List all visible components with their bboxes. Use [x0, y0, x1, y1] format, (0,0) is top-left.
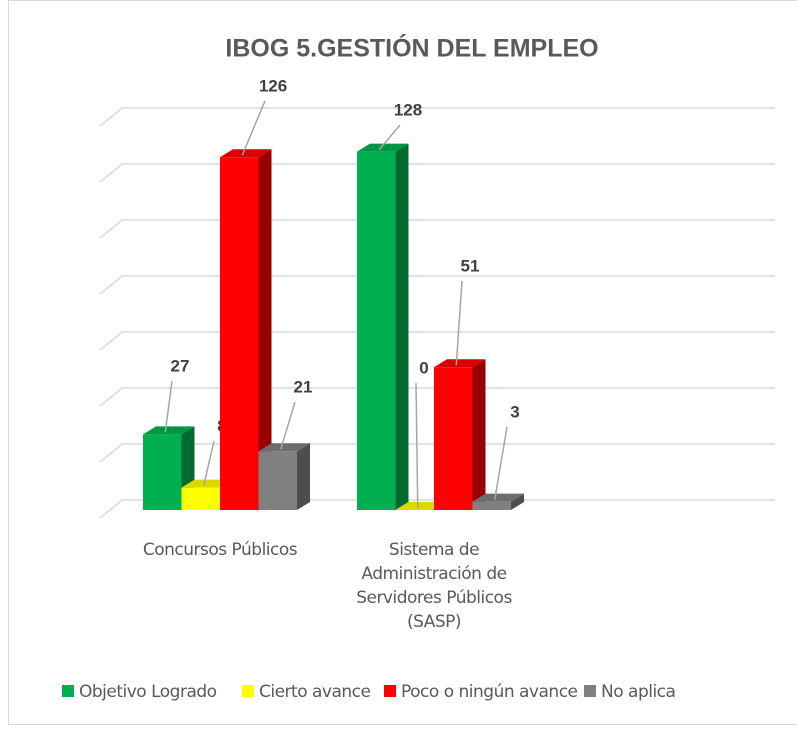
- leader-line: [455, 280, 463, 366]
- bar-face: [472, 359, 486, 510]
- legend-label: Cierto avance: [259, 682, 371, 702]
- data-label: 126: [259, 76, 287, 95]
- chart-title: IBOG 5.GESTIÓN DEL EMPLEO: [225, 33, 598, 63]
- bar-face: [143, 426, 195, 435]
- bar-face: [220, 149, 272, 158]
- data-label: 27: [171, 356, 190, 375]
- data-label: 0: [419, 358, 428, 377]
- bar-face: [434, 359, 486, 368]
- bar-face: [357, 151, 396, 510]
- bar-face: [258, 451, 297, 510]
- leader-line: [494, 426, 508, 500]
- legend-swatch: [584, 685, 596, 697]
- bar-face: [395, 143, 409, 510]
- grid-line: [99, 499, 775, 519]
- bar: [220, 149, 272, 510]
- grid-line: [99, 219, 775, 239]
- data-label: 51: [461, 256, 480, 275]
- data-label: 21: [294, 377, 313, 396]
- grid-line: [99, 107, 775, 127]
- bar: [472, 493, 524, 510]
- bar-face: [511, 493, 524, 510]
- bar-face: [357, 143, 409, 152]
- leader-line: [280, 401, 296, 450]
- bar-face: [258, 443, 310, 452]
- leader-line: [164, 380, 173, 433]
- legend-label: Objetivo Logrado: [79, 682, 217, 702]
- bar-face: [258, 149, 272, 510]
- bar-face: [220, 157, 259, 510]
- leader-line: [415, 382, 419, 509]
- bar: [357, 143, 409, 510]
- legend-swatch: [242, 685, 254, 697]
- bar-face: [472, 501, 511, 510]
- bar-face: [472, 493, 524, 502]
- grid-line: [99, 331, 775, 351]
- bar: [434, 359, 486, 510]
- data-label: 3: [510, 402, 519, 421]
- leader-line: [203, 440, 215, 486]
- data-label: 128: [394, 100, 422, 119]
- leader-line: [241, 100, 266, 156]
- grid-line: [99, 443, 775, 463]
- bar-face: [297, 443, 310, 510]
- bar-face: [181, 487, 220, 510]
- legend-label: No aplica: [601, 682, 675, 702]
- grid-line: [99, 387, 775, 407]
- bar-face: [143, 434, 182, 510]
- x-tick-label: Sistema de Administración de Servidores …: [356, 540, 512, 632]
- legend-swatch: [384, 685, 396, 697]
- bar-face: [434, 367, 473, 510]
- legend-swatch: [62, 685, 74, 697]
- bar: [258, 443, 310, 510]
- leader-line: [378, 124, 401, 151]
- grid-line: [99, 163, 775, 183]
- grid-line: [99, 275, 775, 295]
- x-tick-label: Concursos Públicos: [142, 540, 298, 560]
- legend-label: Poco o ningún avance: [401, 682, 578, 702]
